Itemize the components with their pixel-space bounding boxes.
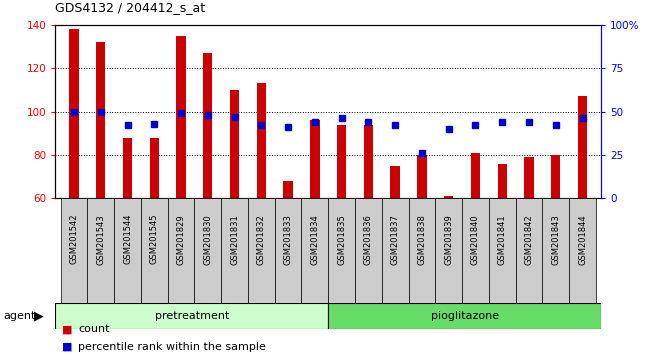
Text: GSM201837: GSM201837 [391, 214, 400, 265]
Text: pioglitazone: pioglitazone [431, 311, 499, 321]
Bar [436, 198, 462, 303]
Text: agent: agent [3, 311, 36, 321]
Text: percentile rank within the sample: percentile rank within the sample [78, 342, 266, 352]
Bar [141, 198, 168, 303]
Bar [551, 155, 560, 198]
Text: GSM201543: GSM201543 [96, 214, 105, 264]
Text: GDS4132 / 204412_s_at: GDS4132 / 204412_s_at [55, 1, 205, 14]
Text: GSM201831: GSM201831 [230, 214, 239, 265]
Bar [328, 198, 355, 303]
Bar [221, 198, 248, 303]
Bar [150, 137, 159, 198]
Bar [55, 303, 328, 329]
Bar [391, 166, 400, 198]
Text: GSM201830: GSM201830 [203, 214, 213, 265]
Bar [96, 42, 105, 198]
Bar [489, 198, 515, 303]
Text: GSM201844: GSM201844 [578, 214, 587, 264]
Text: GSM201835: GSM201835 [337, 214, 346, 265]
Bar [409, 198, 436, 303]
Bar [578, 96, 587, 198]
Text: pretreatment: pretreatment [155, 311, 229, 321]
Text: GSM201843: GSM201843 [551, 214, 560, 265]
Bar [525, 157, 534, 198]
Text: GSM201542: GSM201542 [70, 214, 79, 264]
Bar [417, 155, 426, 198]
Bar [114, 198, 141, 303]
Bar [542, 198, 569, 303]
Bar [176, 36, 186, 198]
Text: ▶: ▶ [34, 309, 44, 322]
Bar [194, 198, 221, 303]
Bar [123, 137, 132, 198]
Bar [569, 198, 596, 303]
Text: GSM201833: GSM201833 [283, 214, 292, 265]
Text: GSM201834: GSM201834 [310, 214, 319, 265]
Bar [203, 53, 213, 198]
Bar [328, 303, 601, 329]
Text: GSM201842: GSM201842 [525, 214, 534, 264]
Bar [444, 196, 454, 198]
Bar [275, 198, 302, 303]
Bar [355, 198, 382, 303]
Text: count: count [78, 324, 109, 334]
Text: GSM201829: GSM201829 [177, 214, 185, 264]
Bar [310, 120, 320, 198]
Text: GSM201838: GSM201838 [417, 214, 426, 265]
Bar [302, 198, 328, 303]
Bar [168, 198, 194, 303]
Bar [257, 83, 266, 198]
Bar [248, 198, 275, 303]
Text: GSM201836: GSM201836 [364, 214, 373, 265]
Text: ■: ■ [62, 324, 72, 334]
Text: ■: ■ [62, 342, 72, 352]
Text: GSM201545: GSM201545 [150, 214, 159, 264]
Bar [515, 198, 542, 303]
Bar [283, 181, 292, 198]
Bar [382, 198, 409, 303]
Bar [87, 198, 114, 303]
Text: GSM201544: GSM201544 [123, 214, 132, 264]
Bar [60, 198, 87, 303]
Bar [497, 164, 507, 198]
Bar [462, 198, 489, 303]
Bar [230, 90, 239, 198]
Text: GSM201841: GSM201841 [498, 214, 507, 264]
Text: GSM201839: GSM201839 [444, 214, 453, 265]
Bar [337, 125, 346, 198]
Bar [471, 153, 480, 198]
Bar [70, 29, 79, 198]
Bar [364, 125, 373, 198]
Text: GSM201832: GSM201832 [257, 214, 266, 265]
Text: GSM201840: GSM201840 [471, 214, 480, 264]
